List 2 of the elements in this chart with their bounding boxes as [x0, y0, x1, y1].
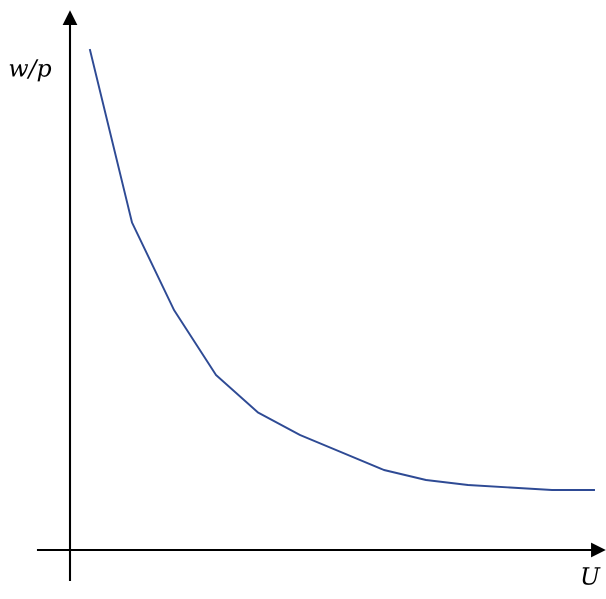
- x-axis-title: U: [582, 567, 601, 585]
- y-axis-title: w/p: [10, 59, 52, 82]
